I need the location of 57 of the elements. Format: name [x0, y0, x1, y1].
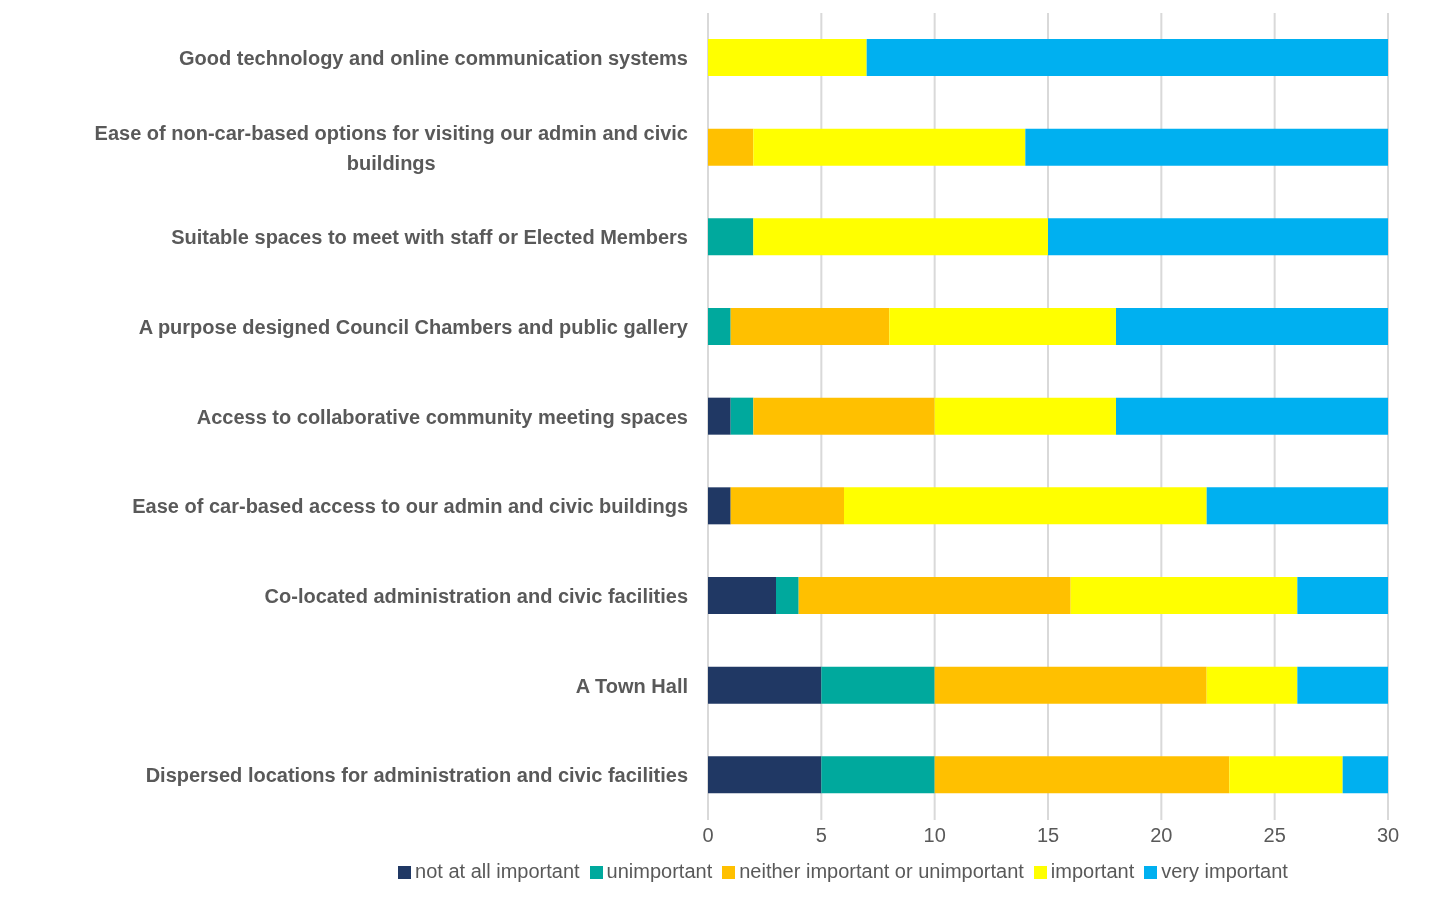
bar: [1025, 128, 1388, 166]
bar: [708, 128, 754, 166]
bar: [844, 487, 1207, 525]
x-tick-label: 30: [1376, 824, 1400, 847]
bar: [1116, 308, 1388, 345]
y-tick-label: Suitable spaces to meet with staff or Elected Members: [171, 226, 688, 249]
legend-label: very important: [1161, 860, 1288, 882]
bar: [708, 397, 731, 435]
x-tick-label: 5: [815, 824, 827, 847]
bar: [708, 308, 731, 345]
x-tick-label: 25: [1263, 824, 1286, 847]
x-tick-label: 10: [923, 824, 946, 847]
legend-label: not at all important: [415, 860, 580, 882]
bar: [821, 756, 935, 794]
bar: [753, 128, 1026, 166]
x-tick-label: 0: [702, 824, 714, 847]
bar: [1229, 756, 1343, 794]
bar: [708, 577, 776, 614]
bar: [753, 397, 935, 435]
y-tick-label: Ease of car-based access to our admin and civic buildings: [132, 495, 688, 518]
x-tick-label: 15: [1036, 824, 1060, 847]
bar: [776, 577, 799, 614]
bar: [1342, 756, 1388, 794]
x-tick-label: 20: [1150, 824, 1173, 847]
y-tick-label: Access to collaborative community meeting spaces: [196, 405, 688, 428]
legend-label: important: [1050, 860, 1135, 882]
bar: [708, 756, 822, 794]
bar: [730, 308, 890, 345]
bar: [730, 487, 844, 525]
bar: [934, 397, 1116, 435]
y-tick-label: A Town Hall: [575, 674, 688, 697]
bar: [866, 39, 1388, 76]
bar: [753, 218, 1048, 256]
legend-label: neither important or unimportant: [739, 860, 1024, 882]
y-tick-label: Co-located administration and civic facilities: [264, 584, 688, 607]
bar: [934, 666, 1207, 704]
y-tick-label: Dispersed locations for administration and civic facilities: [145, 764, 688, 787]
bar: [1048, 218, 1388, 256]
bar: [798, 577, 1071, 614]
bar: [1070, 577, 1298, 614]
bar: [730, 397, 754, 435]
legend-label: unimportant: [606, 860, 713, 882]
y-tick-label: Ease of non-car-based options for visiting our admin and civic buildings: [94, 121, 688, 174]
bar: [708, 487, 731, 525]
bar: [1206, 666, 1298, 704]
y-tick-label: A purpose designed Council Chambers and public gallery: [138, 315, 689, 338]
y-tick-label: Good technology and online communication systems: [179, 46, 688, 69]
bar: [1297, 577, 1388, 614]
bar: [708, 39, 867, 76]
bar: [1116, 397, 1388, 435]
bar: [934, 756, 1230, 794]
bar: [708, 666, 822, 704]
bar: [1297, 666, 1388, 704]
bar: [708, 218, 754, 256]
bar: [889, 308, 1116, 345]
bar: [1206, 487, 1388, 525]
bar: [821, 666, 935, 704]
